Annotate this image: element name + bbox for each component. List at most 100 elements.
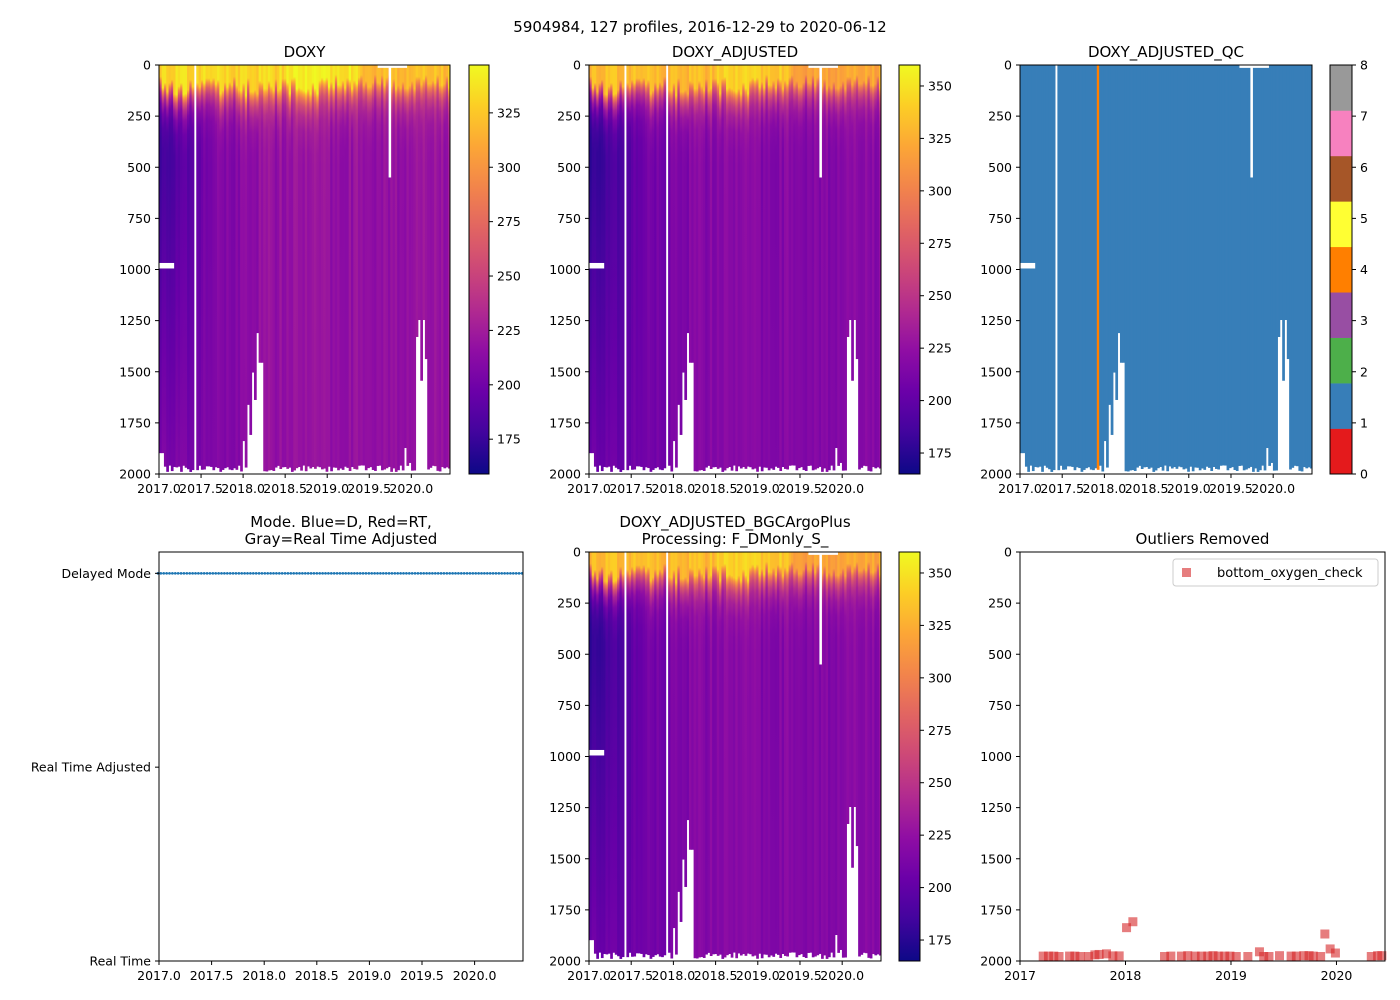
colorbar-gradient [899, 65, 920, 474]
heatmap-column [825, 65, 829, 472]
mode-point [306, 572, 310, 575]
heatmap-column [1307, 65, 1311, 468]
heatmap-column [1059, 65, 1063, 466]
heatmap-column [670, 65, 674, 472]
heatmap-column [654, 552, 657, 956]
heatmap-column [1305, 65, 1309, 469]
outlier-point [1243, 952, 1253, 962]
y-tick-label: 250 [988, 596, 1012, 611]
outlier-point [1108, 951, 1118, 961]
outlier-point [1264, 952, 1274, 962]
heatmap-column [823, 65, 827, 469]
heatmap-column [1191, 65, 1195, 472]
y-tick-label: 0 [573, 545, 581, 560]
heatmap-column [654, 65, 657, 469]
mode-point [471, 572, 475, 575]
heatmap-column [1080, 65, 1084, 472]
heatmap-column [846, 552, 850, 824]
outlier-point [1203, 951, 1213, 961]
heatmap-column [793, 552, 796, 953]
y-tick-label: 1500 [119, 364, 151, 379]
heatmap-column [411, 65, 414, 471]
y-tick-label: Real Time Adjusted [31, 760, 151, 775]
heatmap-column [1173, 65, 1176, 468]
heatmap-column [628, 65, 632, 466]
panel-title: DOXY [284, 43, 327, 61]
mode-point [191, 572, 194, 575]
mode-point [474, 572, 478, 575]
heatmap-column [709, 552, 713, 957]
heatmap-column [591, 552, 595, 941]
heatmap-column [1196, 65, 1200, 468]
outlier-point [1196, 951, 1206, 961]
heatmap-column [783, 552, 787, 956]
heatmap-column [1092, 65, 1095, 471]
y-tick-label: 0 [1004, 545, 1012, 560]
heatmap-column [1224, 65, 1227, 466]
y-tick-label: 1500 [549, 364, 581, 379]
heatmap-column [735, 552, 739, 959]
heatmap-column [217, 65, 220, 469]
y-tick-label: 1000 [549, 749, 581, 764]
mode-point [454, 572, 457, 575]
colorbar-swatch [1330, 110, 1352, 157]
colorbar-frame [468, 64, 490, 475]
heatmap-column [177, 65, 181, 467]
data-gap [808, 65, 838, 68]
x-tick-label: 2017.5 [179, 481, 223, 496]
colorbar-tick-label: 200 [928, 393, 952, 408]
heatmap-column [1082, 65, 1086, 470]
heatmap-column [651, 65, 655, 470]
heatmap-column [848, 65, 852, 321]
heatmap-column [758, 65, 762, 467]
heatmap-column [1022, 65, 1026, 454]
outlier-point [1084, 952, 1094, 962]
heatmap-column [203, 65, 206, 470]
heatmap-column [1068, 65, 1072, 467]
heatmap-column [607, 65, 611, 467]
y-tick-label: 750 [557, 698, 581, 713]
heatmap-column [309, 65, 313, 469]
mode-point [396, 572, 400, 575]
mode-point [436, 572, 440, 575]
heatmap-column [610, 552, 613, 959]
y-tick-label: 1750 [980, 902, 1012, 917]
heatmap-column [1263, 65, 1267, 471]
x-tick-label: 2019 [1215, 968, 1247, 983]
heatmap-column [818, 65, 822, 467]
mode-point [413, 572, 417, 575]
mode-point [355, 572, 359, 575]
mode-point [381, 572, 385, 575]
heatmap-column [781, 552, 785, 955]
heatmap-column [770, 552, 773, 956]
mode-point [445, 572, 449, 575]
mode-point [379, 572, 382, 575]
mode-point [364, 572, 368, 575]
heatmap-column [644, 552, 648, 955]
heatmap-column [591, 65, 595, 454]
heatmap-column [184, 65, 188, 468]
heatmap-column [1279, 65, 1283, 321]
x-tick-label: 2019.5 [1209, 481, 1253, 496]
y-tick-label: 1750 [549, 415, 581, 430]
mode-point [451, 572, 454, 575]
heatmap-column [1203, 65, 1207, 470]
mode-point [500, 572, 504, 575]
figure-title: 5904984, 127 profiles, 2016-12-29 to 202… [513, 18, 886, 36]
mode-point [176, 572, 180, 575]
outlier-point [1043, 951, 1053, 961]
heatmap-column [182, 65, 186, 466]
heatmap-column [649, 65, 653, 472]
heatmap-column [760, 552, 764, 959]
heatmap-column [858, 552, 861, 957]
heatmap-column [1096, 65, 1100, 470]
panel-title: Gray=Real Time Adjusted [245, 530, 438, 548]
heatmap-column [677, 65, 681, 405]
outlier-point [1160, 952, 1170, 962]
outlier-point [1220, 951, 1230, 961]
outlier-point [1275, 951, 1285, 961]
heatmap-column [677, 552, 681, 892]
colorbar-swatch [1330, 292, 1352, 338]
mode-point [431, 572, 434, 575]
heatmap-column [434, 65, 437, 467]
